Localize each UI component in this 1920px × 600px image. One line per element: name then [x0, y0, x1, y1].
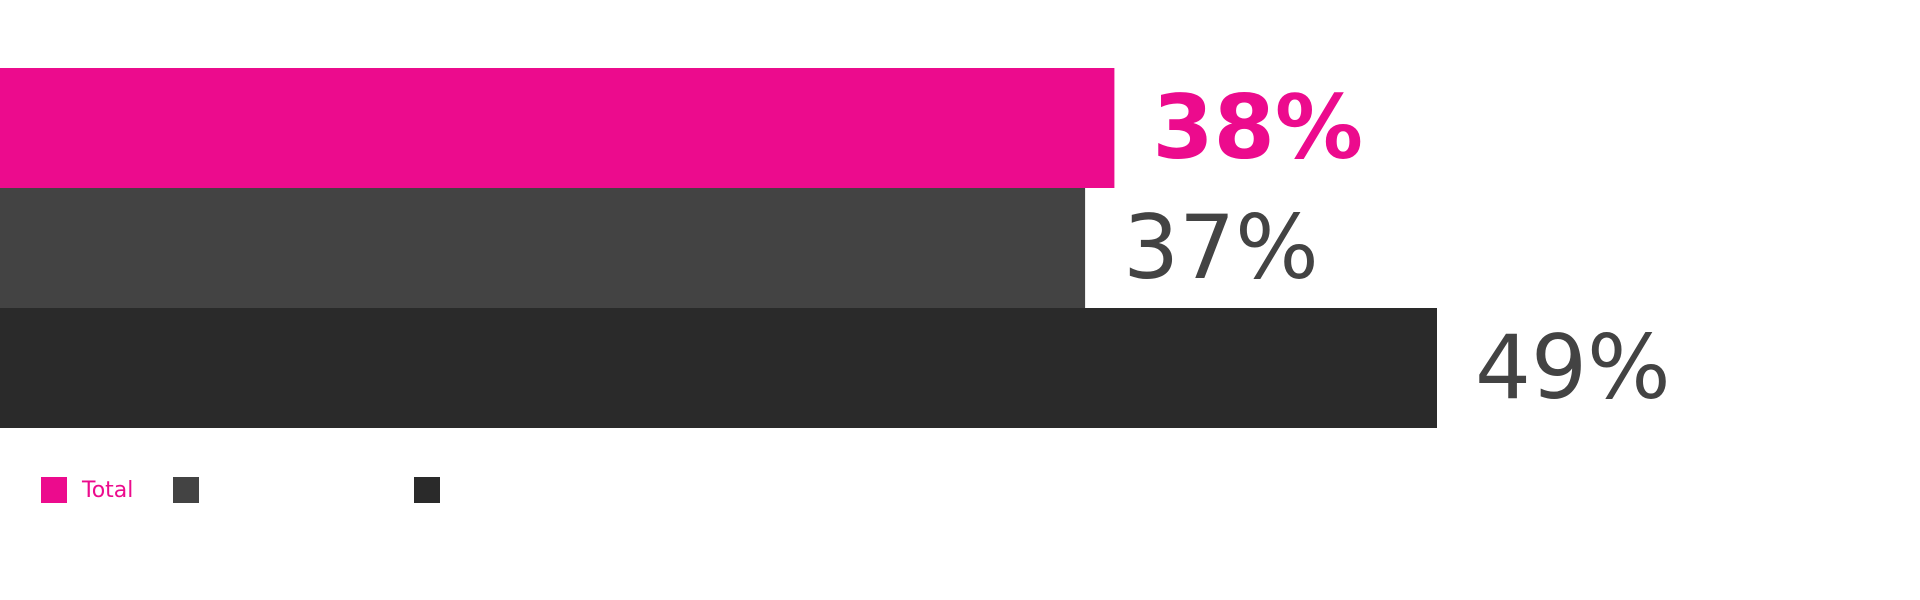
bar-1	[0, 68, 1115, 188]
legend-swatch-3	[414, 477, 441, 503]
value-labels-group: 38% 37% 49%	[1123, 76, 1670, 419]
bar-2	[0, 188, 1086, 308]
legend-swatch-1	[41, 477, 67, 503]
legend-label-1: Total	[82, 477, 134, 503]
value-label-2: 37%	[1123, 196, 1319, 299]
legend-item-2	[173, 476, 414, 504]
legend-swatch-2	[173, 477, 200, 503]
legend-item-1: Total	[41, 476, 133, 504]
legend-item-3	[414, 476, 441, 504]
bars-group	[0, 68, 1437, 428]
value-label-3: 49%	[1475, 316, 1671, 419]
bar-3	[0, 308, 1437, 428]
legend: Total	[41, 476, 441, 504]
value-label-1: 38%	[1152, 76, 1363, 179]
